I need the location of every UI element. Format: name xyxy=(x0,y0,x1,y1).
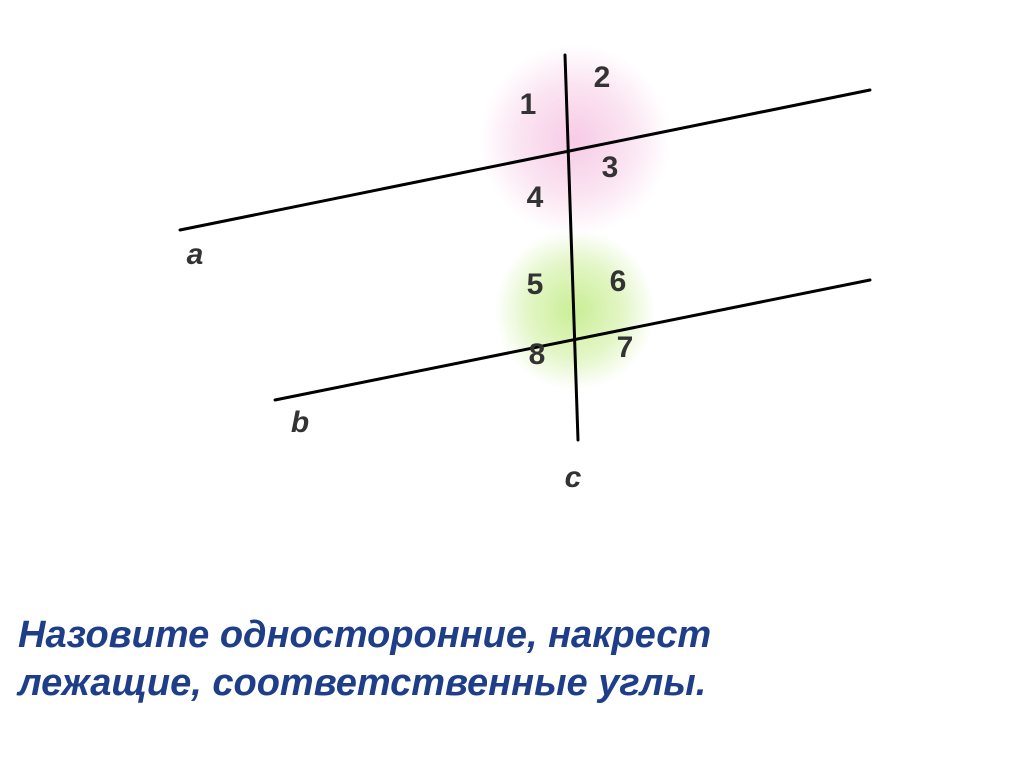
angle-label-4: 4 xyxy=(527,181,544,215)
angle-label-2: 2 xyxy=(594,61,611,95)
glow-top xyxy=(480,45,670,235)
line-label-b: b xyxy=(291,406,309,440)
question-line-2: лежащие, соответственные углы. xyxy=(18,662,706,704)
question-text: Назовите односторонние, накрест лежащие,… xyxy=(18,612,1006,707)
angle-label-8: 8 xyxy=(529,338,546,372)
angle-label-6: 6 xyxy=(610,265,627,299)
angle-label-7: 7 xyxy=(617,331,634,365)
line-label-a: a xyxy=(187,238,204,272)
question-line-1: Назовите односторонние, накрест xyxy=(18,614,711,656)
line-label-c: c xyxy=(565,461,582,495)
diagram-canvas: 1 2 3 4 5 6 7 8 a b c Назовите односторо… xyxy=(0,0,1024,767)
angle-label-5: 5 xyxy=(527,268,544,302)
angle-label-1: 1 xyxy=(520,88,537,122)
angle-label-3: 3 xyxy=(602,151,619,185)
